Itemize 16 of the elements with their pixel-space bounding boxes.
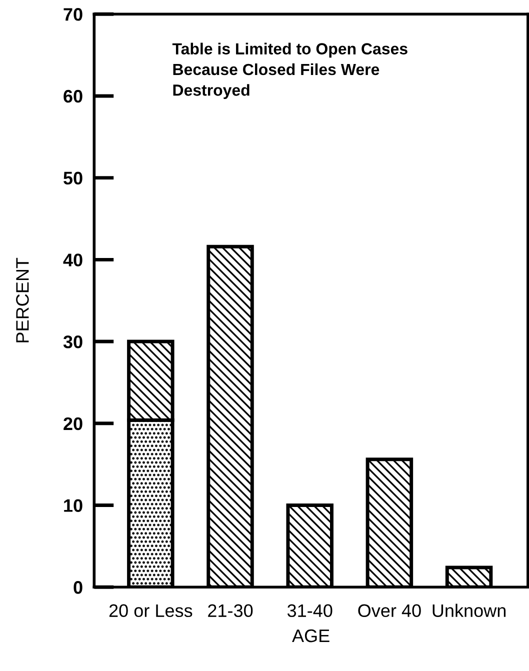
y-tick-label: 0 xyxy=(74,581,82,594)
y-tick-label: 40 xyxy=(63,254,82,266)
x-tick-label: 21-30 xyxy=(208,604,253,618)
y-tick-label: 20 xyxy=(64,417,82,430)
y-tick-label: 70 xyxy=(64,8,82,21)
annotation: Table is Limited to Open Cases Because Closed Files Were Destroyed xyxy=(172,42,408,99)
x-tick-label: Over 40 xyxy=(358,604,421,618)
y-tick-label: 10 xyxy=(64,499,82,512)
x-tick-label: 31-40 xyxy=(287,604,332,618)
y-tick-label: 60 xyxy=(64,90,82,103)
y-axis-title: PERCENT xyxy=(16,258,29,342)
x-axis-title: AGE xyxy=(292,629,330,642)
y-tick-label: 30 xyxy=(63,335,82,348)
y-tick-label: 50 xyxy=(64,172,82,185)
x-tick-label: Unknown xyxy=(432,604,506,618)
x-tick-label: 20 or Less xyxy=(109,604,192,618)
